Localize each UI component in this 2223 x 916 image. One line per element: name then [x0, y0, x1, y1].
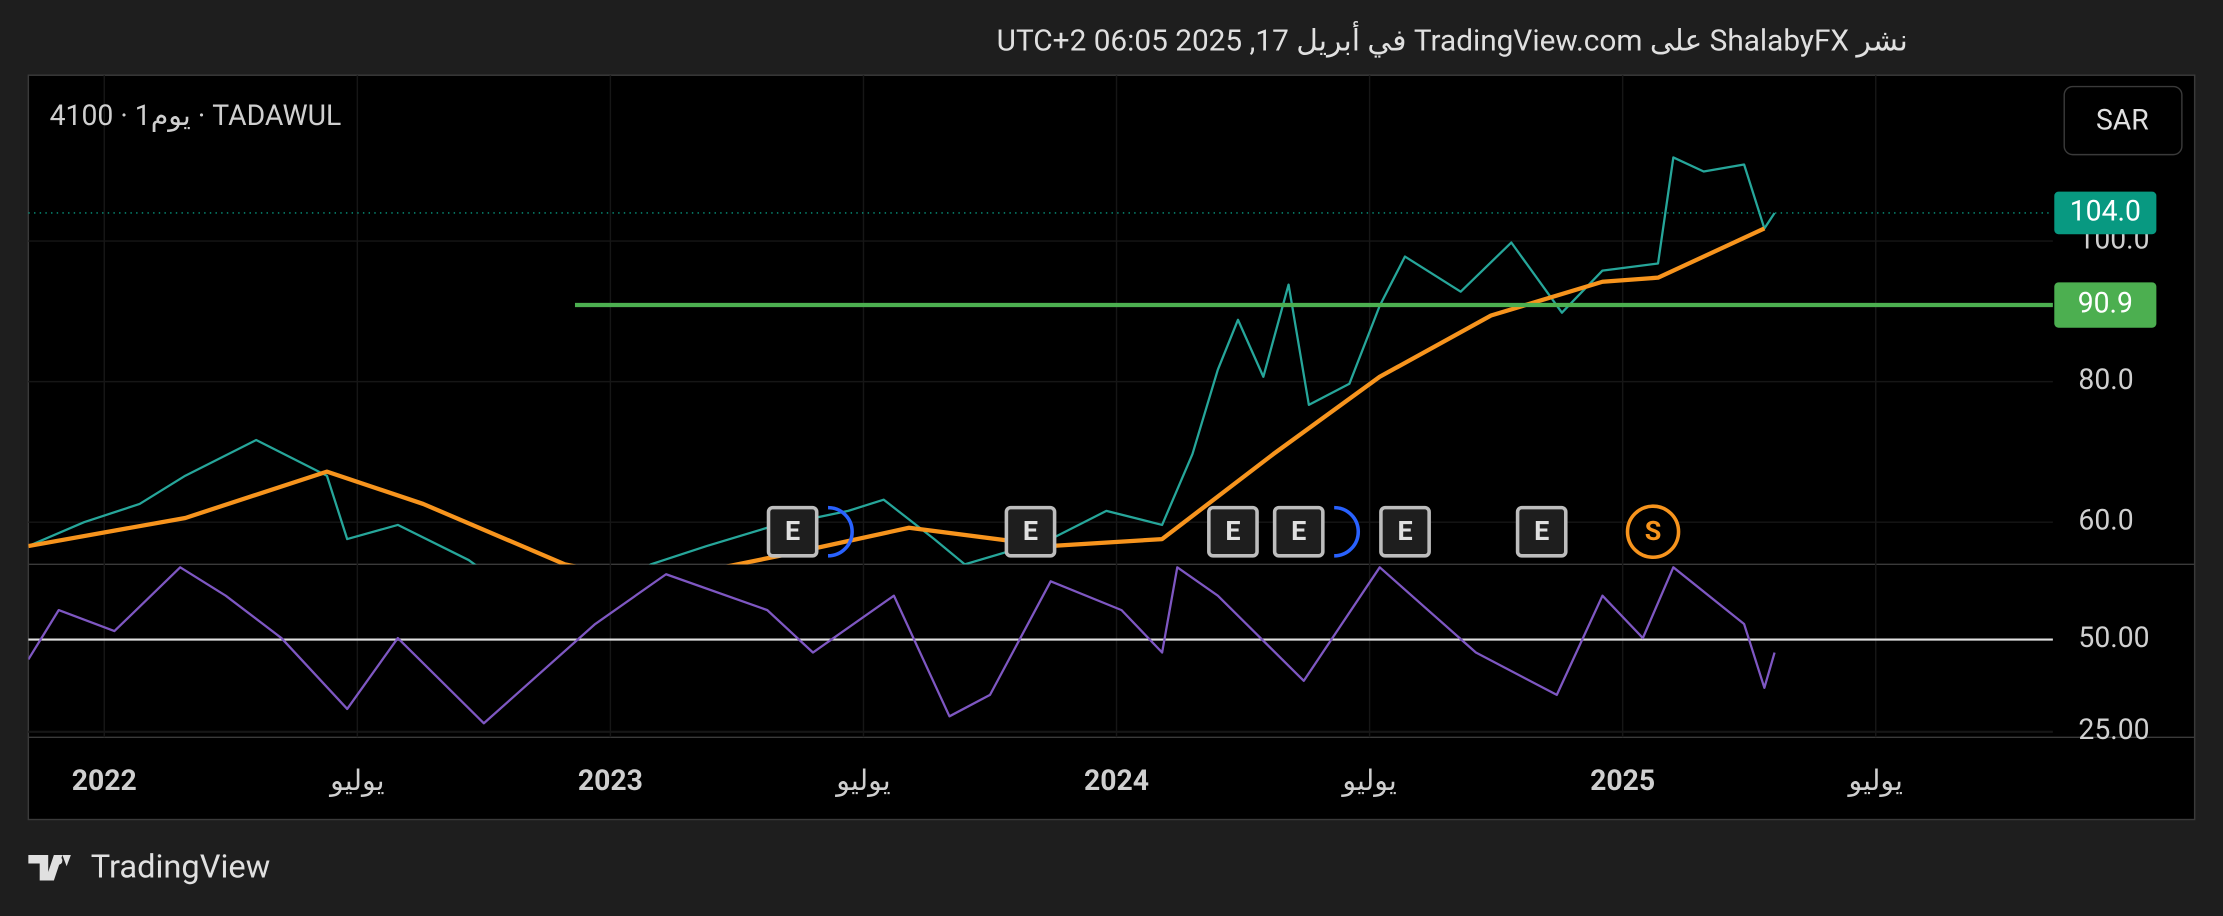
last-price-label: 104.0: [2070, 194, 2141, 227]
event-label: E: [1397, 515, 1412, 547]
y-tick-label: 60.0: [2078, 504, 2133, 537]
chart-panel: [27, 74, 2196, 821]
x-tick-label: 2022: [72, 764, 137, 797]
event-marker: [1272, 505, 1325, 558]
event-marker: [1207, 505, 1259, 558]
event-marker: [1379, 505, 1431, 558]
price-line: [28, 156, 1776, 565]
event-label: E: [1534, 515, 1549, 547]
x-tick-label: يوليو: [834, 764, 890, 797]
y-tick-label: 50.00: [2078, 621, 2149, 654]
symbol: 4100 · يوم1 · TADAWUL: [50, 99, 342, 132]
event-marker: [1515, 505, 1568, 558]
x-tick-label: يوليو: [328, 764, 384, 797]
x-tick-label: يوليو: [1847, 764, 1903, 797]
event-marker: [1625, 504, 1681, 560]
dividend-marker: [827, 505, 854, 558]
y-tick-label: 80.0: [2078, 363, 2133, 396]
event-label: E: [785, 515, 800, 547]
x-tick-label: 2025: [1590, 764, 1655, 797]
x-tick-label: 2023: [578, 764, 643, 797]
logo-dot: [53, 856, 63, 865]
event-marker: [1004, 505, 1057, 558]
brand: TradingView: [91, 848, 270, 886]
y-tick-label: 25.00: [2078, 713, 2149, 746]
x-tick-label: يوليو: [1340, 764, 1396, 797]
dividend-marker: [1334, 505, 1360, 558]
level-badge: [2054, 282, 2157, 328]
event-label: E: [1023, 515, 1038, 547]
currency-button[interactable]: [2063, 85, 2183, 156]
rsi-line: [28, 566, 1776, 725]
last-price-badge: [2054, 191, 2157, 235]
moving-average: [28, 226, 1766, 565]
x-tick-label: 2024: [1084, 764, 1149, 797]
event-label: S: [1645, 515, 1662, 547]
logo: [28, 854, 71, 881]
level-label: 90.9: [2078, 286, 2133, 319]
header: نشر ShalabyFX على TradingView.com في أبر…: [997, 19, 1908, 58]
currency[interactable]: SAR: [2096, 103, 2149, 136]
event-label: E: [1225, 515, 1240, 547]
event-label: E: [1291, 515, 1306, 547]
event-marker: [766, 505, 819, 558]
